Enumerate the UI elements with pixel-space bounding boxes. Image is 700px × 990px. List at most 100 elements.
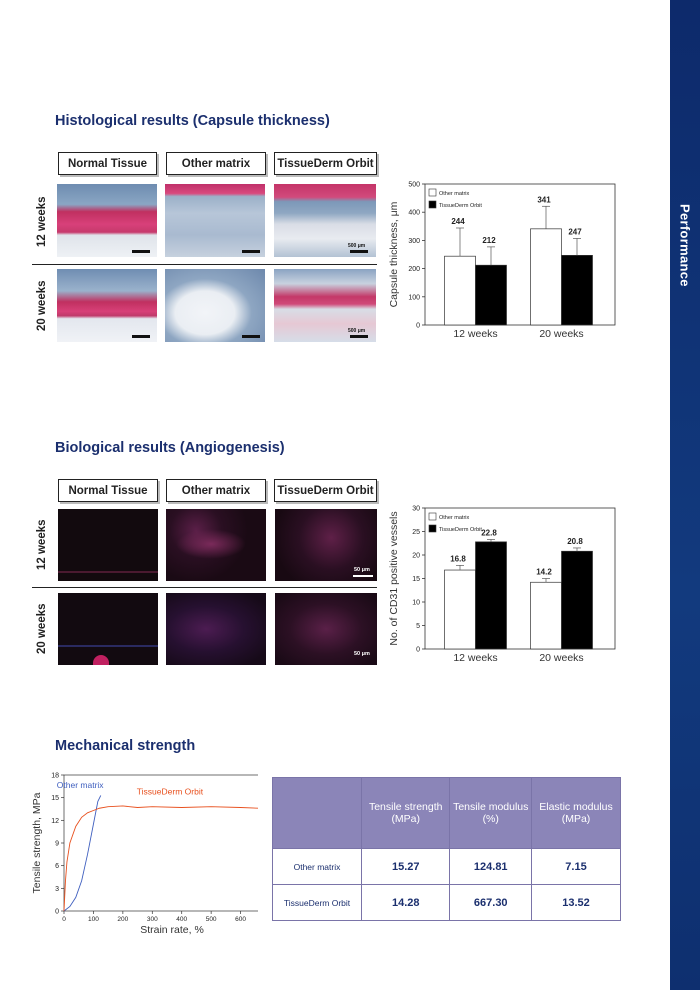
angio-image-normal-12w [58, 509, 158, 581]
capsule-thickness-chart: 0 100 200 300 400 500 Capsule thickness, μm 12 … [388, 182, 616, 340]
cd31-y-tick-label: 0 [416, 647, 420, 654]
table-cell: 7.15 [531, 848, 621, 885]
cd31-legend-swatch [428, 524, 437, 533]
tensile-x-tick-label: 100 [88, 916, 99, 923]
angio-row-20w: 20 weeks [36, 603, 48, 655]
histology-image-other-12w [165, 184, 265, 257]
tensile-series-label: TissueDerm Orbit [137, 787, 204, 797]
histology-title: Histological results (Capsule thickness) [55, 113, 330, 129]
cd31-y-tick-label: 10 [412, 600, 420, 607]
tensile-series-line [63, 795, 102, 912]
table-header-tensile-strength: Tensile strength (MPa) [360, 777, 451, 849]
histology-image-normal-20w [57, 269, 157, 342]
cd31-y-tick-label: 20 [412, 553, 420, 560]
angio-row-separator [32, 587, 377, 588]
table-cell: 15.27 [360, 848, 451, 885]
capsule-bar [561, 254, 593, 326]
capsule-y-tick-label: 0 [416, 323, 420, 330]
histology-col-orbit: TissueDerm Orbit [274, 152, 377, 175]
table-cell: 667.30 [449, 884, 533, 921]
cd31-y-tick-label: 30 [412, 506, 420, 513]
histology-scale-label-12w: 500 μm [348, 243, 366, 249]
angiogenesis-title: Biological results (Angiogenesis) [55, 440, 285, 456]
cd31-bar [444, 569, 476, 650]
capsule-data-label: 212 [482, 236, 496, 245]
table-header-elastic-modulus: Elastic modulus (MPa) [531, 777, 621, 849]
capsule-y-tick-label: 200 [408, 266, 420, 273]
capsule-y-tick-label: 500 [408, 182, 420, 189]
tensile-y-tick-label: 15 [51, 795, 59, 802]
tensile-series-line [63, 805, 258, 912]
cd31-data-label: 20.8 [567, 537, 583, 546]
table-header-tensile-modulus: Tensile modulus (%) [449, 777, 533, 849]
capsule-bar [530, 228, 562, 326]
histology-row-20w: 20 weeks [36, 280, 48, 331]
capsule-legend-label: TissueDerm Orbit [439, 203, 482, 209]
cd31-y-tick-label: 25 [412, 529, 420, 536]
tensile-series-label: Other matrix [57, 780, 105, 790]
sidebar-tab: Performance [670, 0, 700, 990]
histology-image-orbit-12w: 500 μm [274, 184, 376, 257]
histology-col-normal: Normal Tissue [58, 152, 157, 175]
histology-row-separator [32, 264, 377, 265]
cd31-x-tick-label: 12 weeks [453, 652, 497, 664]
angio-image-normal-20w [58, 593, 158, 665]
table-row-name: Other matrix [272, 848, 362, 885]
cd31-vessels-chart: 0 5 10 15 20 25 30 No. of CD31 positive vessels… [388, 506, 616, 664]
capsule-y-axis-label: Capsule thickness, μm [388, 201, 400, 307]
histology-image-other-20w [165, 269, 265, 342]
capsule-legend-swatch [428, 188, 437, 197]
cd31-legend-label: TissueDerm Orbit [439, 527, 482, 533]
tensile-y-tick-label: 9 [55, 841, 59, 848]
tensile-x-axis-label: Strain rate, % [140, 924, 204, 936]
capsule-data-label: 244 [451, 217, 465, 226]
mechanical-title: Mechanical strength [55, 738, 196, 754]
table-header-row: Tensile strength (MPa) Tensile modulus (… [272, 777, 621, 849]
tensile-x-tick-label: 600 [235, 916, 246, 923]
histology-row-12w: 12 weeks [36, 196, 48, 247]
table-cell: 13.52 [531, 884, 621, 921]
cd31-data-label: 22.8 [481, 528, 497, 537]
tensile-x-tick-label: 400 [176, 916, 187, 923]
cd31-data-label: 14.2 [536, 568, 552, 577]
angio-col-orbit: TissueDerm Orbit [274, 479, 377, 502]
cd31-data-label: 16.8 [450, 554, 466, 563]
table-row-name: TissueDerm Orbit [272, 884, 362, 921]
capsule-bar [475, 264, 507, 326]
table-cell: 124.81 [449, 848, 533, 885]
angio-image-orbit-20w: 50 μm [275, 593, 377, 665]
tensile-y-tick-label: 6 [55, 863, 59, 870]
table-cell: 14.28 [360, 884, 451, 921]
tensile-x-tick-label: 300 [147, 916, 158, 923]
angio-col-normal: Normal Tissue [58, 479, 158, 502]
tensile-y-tick-label: 0 [55, 909, 59, 916]
tensile-y-axis-label: Tensile strength, MPa [31, 792, 43, 893]
table-row: Other matrix 15.27 124.81 7.15 [272, 848, 621, 885]
histology-image-orbit-20w: 500 μm [274, 269, 376, 342]
angio-image-other-12w [166, 509, 266, 581]
capsule-bar [444, 255, 476, 326]
capsule-y-tick-label: 100 [408, 294, 420, 301]
tensile-y-tick-label: 3 [55, 886, 59, 893]
mechanical-table: Tensile strength (MPa) Tensile modulus (… [272, 777, 621, 921]
capsule-data-label: 247 [568, 227, 582, 236]
angio-row-12w: 12 weeks [36, 519, 48, 571]
table-row: TissueDerm Orbit 14.28 667.30 13.52 [272, 884, 621, 921]
histology-image-normal-12w [57, 184, 157, 257]
tensile-y-tick-label: 12 [51, 818, 59, 825]
tensile-x-tick-label: 200 [117, 916, 128, 923]
capsule-data-label: 341 [537, 195, 551, 204]
tensile-x-tick-label: 500 [206, 916, 217, 923]
cd31-x-tick-label: 20 weeks [539, 652, 583, 664]
cd31-y-tick-label: 5 [416, 623, 420, 630]
capsule-legend-label: Other matrix [439, 191, 470, 197]
cd31-y-axis-label: No. of CD31 positive vessels [388, 511, 400, 645]
capsule-legend-swatch [428, 200, 437, 209]
histology-scale-label-20w: 500 μm [348, 328, 366, 334]
cd31-legend-label: Other matrix [439, 515, 470, 521]
table-header-empty [272, 777, 362, 849]
cd31-bar [475, 541, 507, 650]
cd31-legend-swatch [428, 512, 437, 521]
tensile-x-tick-label: 0 [62, 916, 66, 923]
capsule-y-tick-label: 300 [408, 238, 420, 245]
